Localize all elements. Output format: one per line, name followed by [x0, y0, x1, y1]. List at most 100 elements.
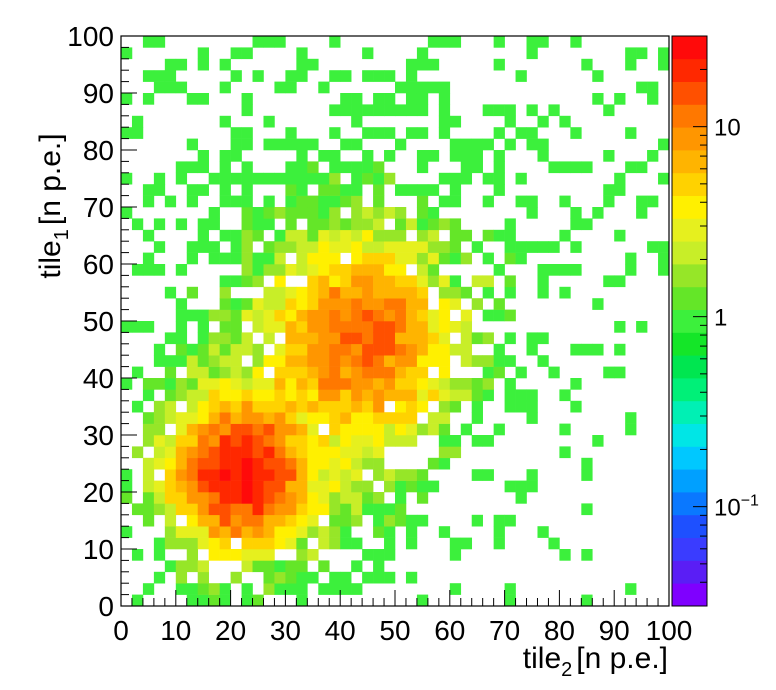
heatmap-cell [208, 343, 220, 356]
heatmap-cell [252, 298, 264, 310]
heatmap-cell [285, 366, 297, 379]
heatmap-cell [373, 332, 385, 345]
heatmap-cell [197, 321, 209, 333]
heatmap-cell [263, 457, 275, 470]
heatmap-cell [263, 571, 275, 584]
heatmap-cell [340, 583, 352, 595]
heatmap-cell [142, 514, 155, 527]
heatmap-cell [504, 583, 516, 595]
heatmap-cell [153, 503, 166, 516]
colorbar-swatch [672, 81, 707, 105]
heatmap-cell [614, 343, 626, 356]
heatmap-cell [219, 366, 231, 379]
heatmap-cell [362, 172, 374, 185]
heatmap-cell [219, 378, 231, 390]
heatmap-cell [329, 241, 341, 253]
heatmap-cell [263, 207, 275, 219]
heatmap-cell [274, 264, 286, 276]
heatmap-cell [285, 412, 297, 424]
heatmap-cell [384, 286, 396, 299]
heatmap-cell [131, 400, 144, 413]
heatmap-cell [329, 264, 341, 276]
heatmap-cell [373, 286, 385, 299]
heatmap-cell [153, 571, 166, 584]
heatmap-cell [438, 286, 451, 299]
heatmap-cell [460, 321, 473, 333]
heatmap-cell [351, 389, 363, 402]
heatmap-cell [285, 264, 297, 276]
heatmap-cell [318, 81, 330, 94]
heatmap-cell [186, 161, 199, 174]
heatmap-cell [340, 218, 352, 231]
heatmap-cell [241, 594, 253, 607]
heatmap-cell [197, 435, 209, 447]
heatmap-cell [274, 321, 286, 333]
heatmap-cell [296, 355, 308, 367]
heatmap-cell [384, 366, 396, 379]
heatmap-cell [252, 400, 264, 413]
heatmap-cell [219, 435, 231, 447]
heatmap-cell [307, 218, 319, 231]
heatmap-cell [197, 389, 209, 402]
heatmap-cell [416, 480, 429, 493]
heatmap-cell [373, 218, 385, 231]
heatmap-cell [164, 469, 177, 481]
heatmap-cell [460, 389, 473, 402]
heatmap-cell [296, 492, 308, 504]
heatmap-cell [340, 264, 352, 276]
heatmap-cell [384, 275, 396, 288]
heatmap-cell [263, 503, 275, 516]
heatmap-cell [252, 423, 264, 436]
heatmap-cell [340, 571, 352, 584]
heatmap-cell [373, 195, 385, 208]
heatmap-cell [395, 252, 407, 265]
heatmap-cell [307, 526, 319, 538]
colorbar-swatch [672, 309, 707, 333]
heatmap-cell [395, 366, 407, 379]
heatmap-cell [537, 150, 549, 162]
heatmap-cell [219, 503, 231, 516]
heatmap-cell [208, 207, 220, 219]
heatmap-cell [351, 435, 363, 447]
heatmap-cell [121, 526, 133, 538]
heatmap-cell [395, 503, 407, 516]
heatmap-cell [427, 378, 440, 390]
heatmap-cell [351, 332, 363, 345]
heatmap-cell [405, 252, 418, 265]
heatmap-cell [340, 412, 352, 424]
color-scale: 10 1 10−1 [671, 35, 759, 607]
heatmap-cell [186, 252, 199, 265]
heatmap-cell [197, 229, 209, 242]
heatmap-cell [208, 389, 220, 402]
heatmap-cell [329, 492, 341, 504]
heatmap-cell [329, 207, 341, 219]
heatmap-cell [142, 423, 155, 436]
heatmap-cell [307, 58, 319, 71]
heatmap-cell [405, 480, 418, 493]
heatmap-cell [208, 172, 220, 185]
heatmap-cell [241, 275, 253, 288]
heatmap-cell [318, 184, 330, 196]
heatmap-cell [153, 537, 166, 550]
heatmap-cell [384, 378, 396, 390]
heatmap-cell [340, 161, 352, 174]
heatmap-cell [559, 161, 571, 174]
heatmap-cell [142, 321, 155, 333]
heatmap-cell [526, 36, 538, 48]
heatmap-cell [296, 184, 308, 196]
heatmap-cell [219, 332, 231, 345]
heatmap-cell [285, 378, 297, 390]
heatmap-cell [482, 309, 494, 322]
heatmap-cell [625, 264, 637, 276]
heatmap-cell [416, 275, 429, 288]
heatmap-cell [164, 70, 177, 82]
heatmap-cell [351, 560, 363, 573]
x-tick-label: 80 [544, 615, 575, 646]
heatmap-cell [658, 252, 670, 265]
heatmap-cell [296, 229, 308, 242]
heatmap-cell [603, 366, 615, 379]
heatmap-cell [131, 446, 144, 459]
heatmap-cell [263, 321, 275, 333]
heatmap-cell [482, 378, 494, 390]
heatmap-cell [142, 583, 155, 595]
